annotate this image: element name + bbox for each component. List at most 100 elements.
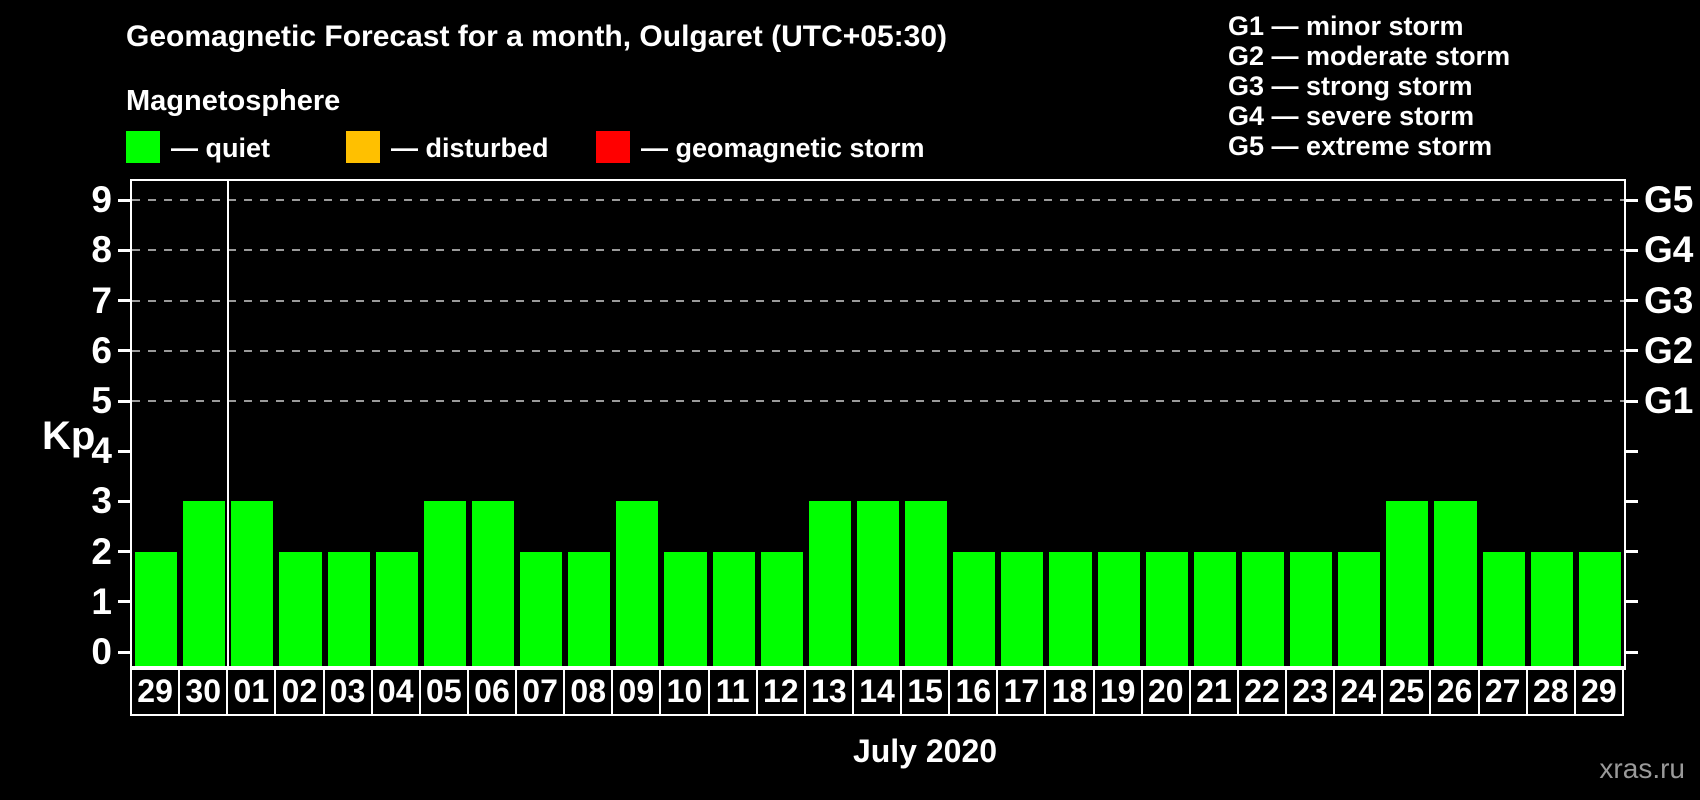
storm-scale-g2: G2 — moderate storm: [1228, 41, 1511, 71]
day-label-29-0: 29: [130, 666, 181, 716]
day-label-19-20: 19: [1092, 666, 1143, 716]
y-axis-label-7: 7: [91, 279, 112, 321]
gridline-kp6: [132, 349, 1624, 352]
legend-heading: Magnetosphere: [126, 85, 341, 117]
day-label-29-30: 29: [1573, 666, 1624, 716]
y-tick-left-3: [118, 499, 132, 503]
bar-day-02-3: [279, 551, 322, 668]
gridline-kp5: [132, 400, 1624, 402]
bar-day-23-24: [1290, 551, 1333, 668]
storm-scale-legend: G1 — minor storm G2 — moderate storm G3 …: [1228, 11, 1510, 161]
right-axis-label-g3: G3: [1644, 279, 1694, 321]
watermark: xras.ru: [1599, 753, 1685, 784]
y-tick-right-2: [1624, 550, 1638, 554]
bar-day-19-20: [1097, 551, 1140, 668]
bar-day-10-11: [664, 551, 707, 668]
day-label-16-17: 16: [948, 666, 999, 716]
right-axis-label-g4: G4: [1644, 229, 1694, 271]
y-tick-left-7: [118, 299, 132, 303]
storm-scale-g1: G1 — minor storm: [1228, 11, 1464, 41]
bar-day-29-30: [1578, 551, 1621, 668]
bar-day-07-8: [520, 551, 563, 668]
y-tick-right-7: [1624, 299, 1638, 303]
y-axis-title: Kp: [42, 414, 96, 458]
day-label-04-5: 04: [370, 666, 421, 716]
y-axis-label-8: 8: [91, 229, 112, 271]
day-label-17-18: 17: [996, 666, 1047, 716]
y-tick-right-6: [1624, 349, 1638, 353]
y-tick-right-5: [1624, 399, 1638, 403]
bar-day-24-25: [1338, 551, 1381, 668]
y-tick-right-1: [1624, 600, 1638, 604]
bar-day-30-1: [183, 501, 226, 668]
y-tick-left-1: [118, 600, 132, 604]
gridline-kp8: [132, 249, 1624, 252]
chart-title: Geomagnetic Forecast for a month, Oulgar…: [126, 20, 948, 53]
bar-day-26-27: [1434, 501, 1477, 668]
bar-day-06-7: [471, 501, 515, 668]
bar-day-20-21: [1145, 551, 1188, 668]
bar-day-13-14: [808, 501, 851, 668]
day-label-06-7: 06: [466, 666, 518, 716]
bar-day-11-12: [712, 551, 755, 668]
gridline-kp7: [132, 299, 1624, 302]
bar-day-18-19: [1049, 551, 1092, 668]
y-tick-right-9: [1624, 198, 1638, 202]
y-tick-left-2: [118, 550, 132, 554]
y-tick-right-8: [1624, 248, 1638, 252]
bar-day-21-22: [1193, 551, 1236, 668]
day-label-20-21: 20: [1140, 666, 1191, 716]
geomagnetic-storm-label: — geomagnetic storm: [641, 133, 925, 163]
storm-scale-g5: G5 — extreme storm: [1228, 131, 1493, 161]
day-label-21-22: 21: [1188, 666, 1239, 716]
x-axis-title: July 2020: [852, 733, 998, 769]
day-label-26-27: 26: [1429, 666, 1480, 716]
day-label-01-2: 01: [226, 666, 277, 716]
day-label-09-10: 09: [611, 666, 662, 716]
right-axis-label-g5: G5: [1644, 179, 1694, 221]
y-axis-label-4: 4: [91, 430, 112, 472]
day-label-18-19: 18: [1044, 666, 1095, 716]
storm-scale-g3: G3 — strong storm: [1228, 71, 1473, 101]
y-tick-left-4: [118, 449, 132, 453]
day-label-28-29: 28: [1525, 666, 1576, 716]
gridline-kp9: [132, 199, 1624, 202]
bar-day-01-2: [231, 501, 274, 668]
right-axis-label-g2: G2: [1644, 329, 1694, 371]
day-label-02-3: 02: [274, 666, 325, 716]
y-tick-right-3: [1624, 499, 1638, 503]
day-label-11-12: 11: [707, 666, 758, 716]
y-tick-left-5: [118, 399, 132, 403]
y-axis-label-5: 5: [91, 380, 112, 421]
bar-day-28-29: [1530, 551, 1573, 668]
month-separator-line: [227, 181, 230, 668]
bar-day-15-16: [905, 501, 948, 668]
day-label-13-14: 13: [803, 666, 854, 716]
right-axis-label-g1: G1: [1644, 380, 1694, 421]
day-label-27-28: 27: [1477, 666, 1528, 716]
bar-day-03-4: [327, 551, 370, 668]
bar-day-04-5: [375, 551, 418, 668]
y-axis-label-9: 9: [91, 179, 112, 221]
day-label-10-11: 10: [659, 666, 710, 716]
y-axis-label-6: 6: [91, 329, 112, 371]
y-tick-right-0: [1624, 650, 1638, 654]
geomagnetic-storm-swatch: [596, 131, 630, 163]
day-label-23-24: 23: [1285, 666, 1336, 716]
y-axis-label-2: 2: [91, 530, 112, 572]
y-tick-left-6: [118, 349, 132, 353]
day-label-03-4: 03: [322, 666, 373, 716]
bar-day-12-13: [760, 551, 803, 668]
quiet-swatch: [126, 131, 160, 163]
day-label-22-23: 22: [1236, 666, 1288, 716]
day-label-12-13: 12: [755, 666, 806, 716]
bar-day-16-17: [953, 551, 996, 668]
y-axis-label-1: 1: [91, 580, 112, 622]
day-label-05-6: 05: [418, 666, 469, 716]
y-tick-left-8: [118, 248, 132, 252]
bar-day-29-0: [135, 551, 178, 668]
bar-day-17-18: [1001, 551, 1044, 668]
day-label-14-15: 14: [851, 666, 903, 716]
disturbed-swatch: [346, 131, 380, 163]
day-label-24-25: 24: [1333, 666, 1384, 716]
